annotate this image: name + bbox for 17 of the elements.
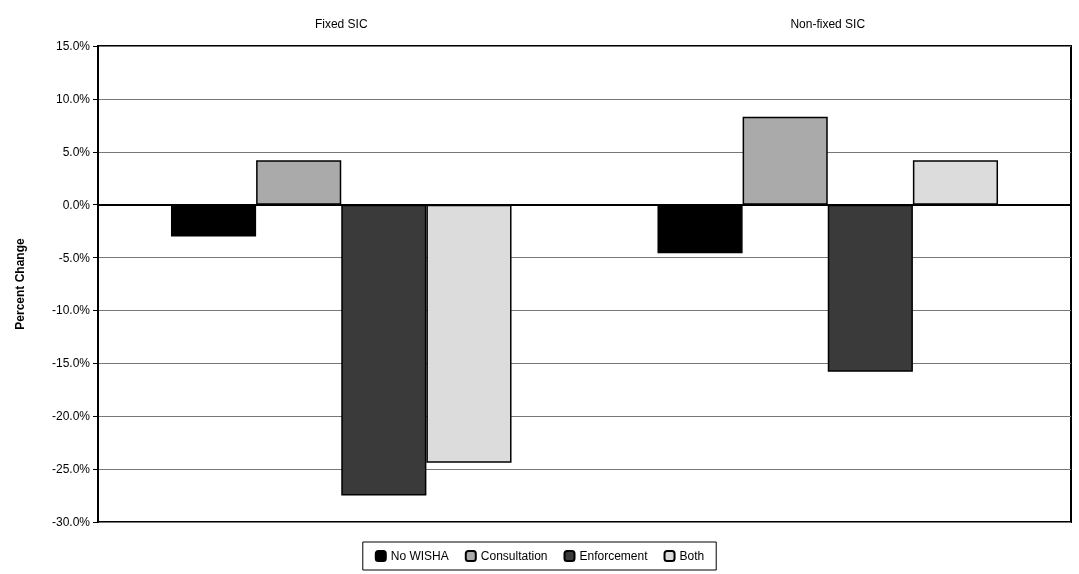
y-tick-label: -15.0%: [51, 356, 91, 371]
legend-label: Consultation: [480, 549, 548, 563]
y-tick-label: -25.0%: [51, 462, 91, 477]
x-tick-label: Fixed SIC: [314, 17, 368, 31]
y-tick-label: 15.0%: [55, 39, 91, 53]
legend-label: Enforcement: [579, 549, 649, 563]
x-tick-label: Non-fixed SIC: [790, 17, 866, 31]
y-tick-label: -10.0%: [51, 303, 91, 318]
y-tick-label: -5.0%: [58, 250, 91, 265]
y-tick-label: 5.0%: [62, 144, 91, 159]
legend-label: Both: [679, 549, 705, 563]
y-tick-label: -20.0%: [51, 409, 91, 424]
legend-label: No WISHA: [390, 549, 449, 563]
y-axis-title: Percent Change: [13, 237, 27, 330]
y-tick-label: 10.0%: [55, 91, 91, 106]
y-tick-label: -30.0%: [51, 515, 91, 529]
y-tick-label: 0.0%: [62, 197, 91, 212]
